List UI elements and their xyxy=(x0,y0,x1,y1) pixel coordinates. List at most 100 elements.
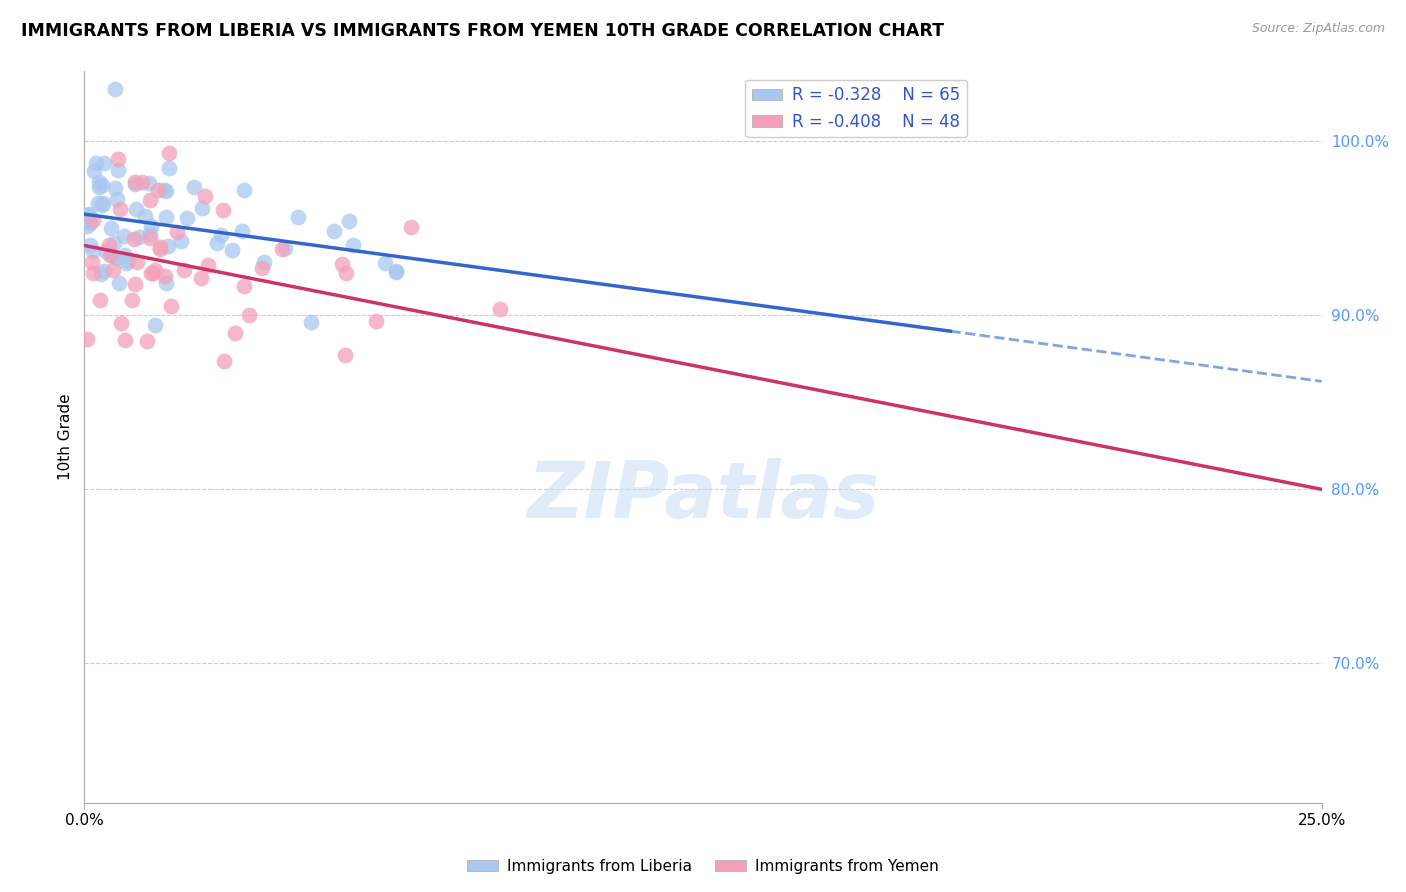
Point xyxy=(323,223,346,237)
Point xyxy=(335,348,357,362)
Point xyxy=(139,227,162,242)
Text: Source: ZipAtlas.com: Source: ZipAtlas.com xyxy=(1251,22,1385,36)
Text: IMMIGRANTS FROM LIBERIA VS IMMIGRANTS FROM YEMEN 10TH GRADE CORRELATION CHART: IMMIGRANTS FROM LIBERIA VS IMMIGRANTS FR… xyxy=(21,22,943,40)
Point xyxy=(104,82,127,96)
Point xyxy=(93,264,115,278)
Point xyxy=(364,314,387,328)
Point xyxy=(124,177,146,191)
Point xyxy=(124,277,146,292)
Point xyxy=(157,145,180,160)
Point xyxy=(160,299,183,313)
Legend: Immigrants from Liberia, Immigrants from Yemen: Immigrants from Liberia, Immigrants from… xyxy=(461,853,945,880)
Point xyxy=(76,332,98,346)
Point xyxy=(89,175,111,189)
Point xyxy=(91,198,114,212)
Point xyxy=(142,266,165,280)
Y-axis label: 10th Grade: 10th Grade xyxy=(58,393,73,481)
Point xyxy=(139,219,162,233)
Point xyxy=(117,254,139,268)
Point xyxy=(155,210,177,224)
Point xyxy=(89,180,111,194)
Point xyxy=(79,238,101,252)
Point xyxy=(121,293,143,307)
Point xyxy=(107,162,129,177)
Point xyxy=(214,354,236,368)
Point xyxy=(232,184,254,198)
Point xyxy=(209,227,232,242)
Point xyxy=(82,266,104,280)
Point xyxy=(98,238,121,252)
Point xyxy=(384,264,406,278)
Point xyxy=(115,256,138,270)
Point xyxy=(139,231,162,245)
Point xyxy=(82,244,104,259)
Point xyxy=(232,279,254,293)
Point xyxy=(252,255,274,269)
Point xyxy=(89,293,111,307)
Point xyxy=(335,266,357,280)
Point xyxy=(91,196,114,211)
Point xyxy=(197,258,219,272)
Point xyxy=(83,164,105,178)
Point xyxy=(138,176,160,190)
Point xyxy=(190,271,212,285)
Point xyxy=(93,156,115,170)
Point xyxy=(107,152,129,166)
Point xyxy=(155,276,177,290)
Point xyxy=(76,214,98,228)
Point xyxy=(489,301,512,316)
Point xyxy=(274,241,297,255)
Point xyxy=(79,216,101,230)
Point xyxy=(207,236,229,251)
Point xyxy=(91,178,114,192)
Point xyxy=(170,235,193,249)
Point xyxy=(105,192,128,206)
Point xyxy=(77,209,100,223)
Point xyxy=(105,252,128,266)
Point xyxy=(124,175,146,189)
Point xyxy=(385,265,408,279)
Point xyxy=(131,175,153,189)
Point xyxy=(108,276,131,290)
Point xyxy=(155,184,177,198)
Text: ZIPatlas: ZIPatlas xyxy=(527,458,879,533)
Point xyxy=(104,181,127,195)
Point xyxy=(250,261,273,276)
Point xyxy=(176,211,198,226)
Point xyxy=(342,238,364,252)
Point xyxy=(100,248,122,262)
Point xyxy=(399,219,422,234)
Point xyxy=(271,242,294,256)
Point xyxy=(114,248,136,262)
Point xyxy=(143,262,166,277)
Point xyxy=(157,161,180,176)
Point xyxy=(82,212,104,227)
Legend: R = -0.328    N = 65, R = -0.408    N = 48: R = -0.328 N = 65, R = -0.408 N = 48 xyxy=(745,79,967,137)
Point xyxy=(112,229,135,244)
Point xyxy=(153,183,176,197)
Point xyxy=(87,196,110,211)
Point xyxy=(128,229,150,244)
Point xyxy=(156,239,179,253)
Point xyxy=(122,232,145,246)
Point xyxy=(125,202,148,216)
Point xyxy=(110,316,132,330)
Point xyxy=(238,308,260,322)
Point xyxy=(134,209,156,223)
Point xyxy=(166,225,188,239)
Point xyxy=(374,256,396,270)
Point xyxy=(80,255,103,269)
Point xyxy=(76,219,98,234)
Point xyxy=(173,263,195,277)
Point xyxy=(183,179,205,194)
Point xyxy=(100,220,122,235)
Point xyxy=(103,236,125,251)
Point xyxy=(77,207,100,221)
Point xyxy=(84,156,107,170)
Point xyxy=(149,240,172,254)
Point xyxy=(287,211,309,225)
Point xyxy=(94,244,117,259)
Point xyxy=(136,334,159,349)
Point xyxy=(224,326,246,340)
Point xyxy=(146,183,169,197)
